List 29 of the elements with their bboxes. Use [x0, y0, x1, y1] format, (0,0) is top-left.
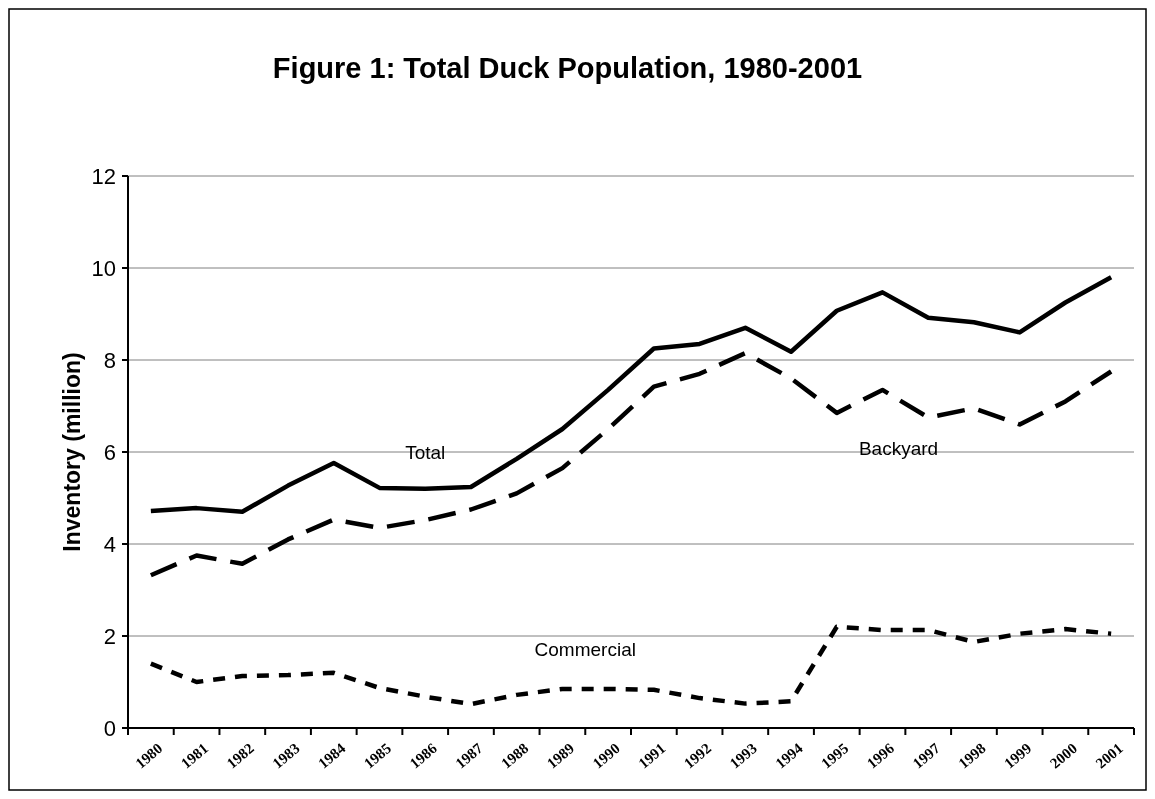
series-label: Backyard: [858, 437, 939, 459]
y-axis-title: Inventory (million): [59, 352, 85, 552]
x-tick-label: 1997: [909, 739, 944, 772]
y-tick-label: 8: [103, 347, 116, 373]
series-label: Commercial: [534, 638, 636, 660]
x-tick-label: 1992: [681, 740, 715, 772]
line-series: [148, 350, 1114, 578]
x-tick-label: 1990: [589, 740, 623, 772]
y-tick-label: 2: [103, 623, 116, 649]
y-tick-label: 10: [91, 255, 116, 281]
y-tick-label: 0: [103, 715, 116, 741]
x-tick-label: 1991: [635, 740, 669, 772]
x-tick-label: 1981: [178, 740, 212, 772]
x-tick-label: 1986: [406, 739, 441, 772]
x-tick-label: 1982: [223, 740, 257, 772]
line-series: [148, 274, 1114, 515]
x-tick-label: 1993: [726, 740, 760, 772]
series-label: Total: [405, 441, 446, 463]
y-tick-label: 4: [103, 531, 116, 557]
x-tick-label: 1983: [269, 740, 303, 772]
line-series: [148, 624, 1114, 707]
x-tick-label: 1980: [132, 740, 166, 772]
x-tick-label: 2001: [1092, 740, 1126, 772]
y-tick-label: 6: [103, 439, 116, 465]
x-tick-label: 1989: [543, 740, 578, 772]
chart-title: Figure 1: Total Duck Population, 1980-2001: [272, 52, 863, 84]
x-tick-label: 2000: [1046, 740, 1081, 772]
y-tick-label: 12: [91, 163, 116, 189]
x-tick-label: 1999: [1001, 740, 1035, 772]
